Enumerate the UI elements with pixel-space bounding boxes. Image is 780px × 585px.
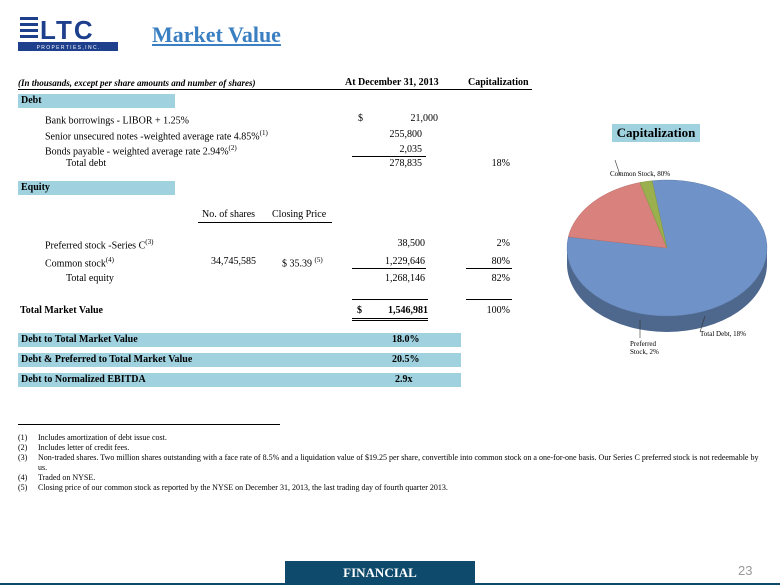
total-equity-cap: 82% — [491, 273, 510, 284]
debt-row-label: Bank borrowings - LIBOR + 1.25% — [45, 115, 189, 127]
common-stock-shares: 34,745,585 — [211, 256, 256, 267]
debt-row-label: Bonds payable - weighted average rate 2.… — [45, 144, 237, 158]
ratio-row: Debt & Preferred to Total Market Value 2… — [18, 353, 461, 367]
footnote: (5) Closing price of our common stock as … — [18, 483, 448, 492]
capitalization-pie-chart — [566, 160, 768, 338]
units-note: (In thousands, except per share amounts … — [18, 78, 256, 88]
common-stock-label: Common stock(4) — [45, 256, 115, 270]
col-header-capitalization: Capitalization — [468, 77, 529, 88]
total-market-value: 1,546,981 — [388, 305, 428, 316]
footnote: (1) Includes amortization of debt issue c… — [18, 433, 167, 442]
ratio-row: Debt to Normalized EBITDA 2.9x — [18, 373, 461, 387]
total-market-value-dollar: $ — [357, 305, 362, 316]
debt-row-value: 255,800 — [389, 129, 423, 140]
debt-section-header: Debt — [18, 94, 175, 108]
debt-row-value: 21,000 — [410, 113, 439, 124]
logo-letters: LTC — [40, 15, 95, 45]
col-header-date: At December 31, 2013 — [345, 77, 439, 88]
total-equity-value: 1,268,146 — [385, 273, 425, 284]
pie-label-debt: Total Debt, 18% — [700, 330, 746, 338]
logo-tagline: P R O P E R T I E S , I N C . — [37, 45, 100, 51]
ratio-value: 18.0% — [392, 334, 420, 345]
common-stock-price: $ 35.39 (5) — [282, 256, 323, 270]
page-title: Market Value — [152, 22, 281, 47]
total-debt-value: 278,835 — [389, 158, 423, 169]
ratio-value: 2.9x — [395, 374, 413, 385]
pie-label-preferred: Preferred Stock, 2% — [630, 340, 659, 356]
debt-row-dollar: $ — [358, 113, 363, 124]
footnote: (4) Traded on NYSE. — [18, 473, 96, 482]
col-header-shares: No. of shares — [202, 209, 256, 220]
total-debt-label: Total debt — [66, 158, 107, 169]
pie-slice-debt — [568, 182, 668, 249]
total-market-value-cap: 100% — [486, 305, 510, 316]
pie-label-common: Common Stock, 80% — [610, 170, 671, 178]
total-debt-cap: 18% — [491, 158, 510, 169]
ratio-label: Debt & Preferred to Total Market Value — [21, 354, 193, 365]
pie-leader-line — [614, 160, 621, 176]
pie-side-common — [567, 248, 767, 332]
chart-title: Capitalization — [612, 124, 700, 142]
debt-row-value: 2,035 — [399, 144, 423, 155]
common-stock-value: 1,229,646 — [385, 256, 425, 267]
preferred-stock-value: 38,500 — [397, 238, 426, 249]
section-footer-label: FINANCIAL — [285, 561, 475, 585]
debt-row-label: Senior unsecured notes -weighted average… — [45, 129, 268, 143]
preferred-stock-label: Preferred stock -Series C(3) — [45, 238, 154, 252]
equity-section-header: Equity — [18, 181, 175, 195]
ratio-value: 20.5% — [392, 354, 420, 365]
page-number: 23 — [738, 563, 753, 578]
pie-leader-line — [699, 315, 706, 333]
footnote: (2) Includes letter of credit fees. — [18, 443, 130, 452]
preferred-stock-cap: 2% — [496, 238, 510, 249]
ratio-label: Debt to Total Market Value — [21, 334, 138, 345]
ratio-row: Debt to Total Market Value 18.0% — [18, 333, 461, 347]
col-header-price: Closing Price — [272, 209, 327, 220]
total-market-value-label: Total Market Value — [20, 305, 103, 316]
company-logo: LTC P R O P E R T I E S , I N C . — [18, 14, 118, 54]
footnote: (3) Non-traded shares. Two million shares… — [18, 453, 759, 472]
ratio-label: Debt to Normalized EBITDA — [21, 374, 146, 385]
total-equity-label: Total equity — [66, 273, 114, 284]
common-stock-cap: 80% — [491, 256, 510, 267]
pie-slice-preferred — [639, 180, 668, 249]
footnotes: (1) Includes amortization of debt issue c… — [18, 433, 768, 493]
